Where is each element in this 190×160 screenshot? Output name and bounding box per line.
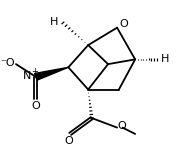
Text: N: N <box>23 71 31 81</box>
Text: O: O <box>32 101 40 111</box>
Text: +: + <box>32 67 38 76</box>
Text: H: H <box>161 54 169 64</box>
Text: O: O <box>120 20 128 29</box>
Text: O: O <box>65 136 74 146</box>
Text: ⁻O: ⁻O <box>1 58 15 68</box>
Text: H: H <box>50 17 58 27</box>
Text: O: O <box>117 121 126 131</box>
Polygon shape <box>35 67 68 80</box>
